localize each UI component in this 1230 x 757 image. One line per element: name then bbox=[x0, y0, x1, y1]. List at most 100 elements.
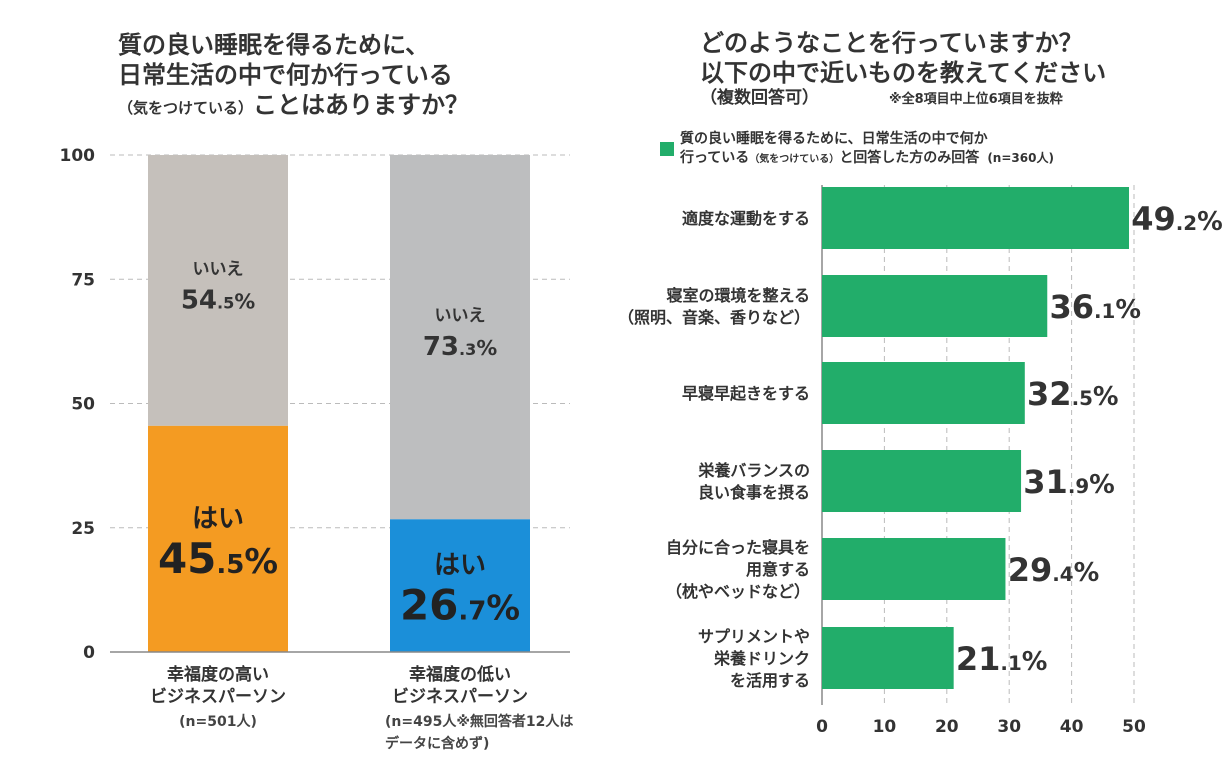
legend-swatch bbox=[660, 142, 674, 156]
value-label-part: .1 bbox=[1000, 652, 1021, 675]
value-label-part: .2 bbox=[1176, 212, 1197, 235]
label-yes: はい bbox=[434, 551, 486, 581]
legend-line2: 行っている（気をつけている）と回答した方のみ回答 (n=360人) bbox=[680, 149, 1054, 168]
bar-yes bbox=[148, 425, 288, 652]
value-label: 32.5% bbox=[1027, 375, 1119, 413]
legend-line2c: と回答した方のみ回答 bbox=[839, 149, 980, 166]
left-title-line3: （気をつけている）ことはありますか？ bbox=[118, 90, 469, 120]
y-tick-label: 25 bbox=[71, 519, 95, 539]
left-title: 質の良い睡眠を得るために、 日常生活の中で何か行っている （気をつけている）こと… bbox=[118, 30, 469, 120]
label-no: いいえ bbox=[435, 306, 486, 326]
label-yes: はい bbox=[192, 504, 244, 534]
x-tick-label: 0 bbox=[816, 717, 828, 737]
x-tick-label: 10 bbox=[873, 717, 897, 737]
bar bbox=[822, 275, 1048, 337]
bar-yes bbox=[390, 519, 530, 652]
legend-line1: 質の良い睡眠を得るために、日常生活の中で何か bbox=[680, 131, 988, 147]
category-label: 早寝早起きをする bbox=[682, 384, 810, 403]
value-label-no-part: % bbox=[476, 336, 497, 360]
category-label: 用意する bbox=[746, 560, 810, 579]
legend-line2a: 行っている bbox=[680, 149, 750, 166]
y-tick-label: 75 bbox=[71, 270, 95, 290]
x-tick-label: 30 bbox=[997, 717, 1021, 737]
value-label-part: % bbox=[1022, 647, 1048, 677]
bar-no bbox=[148, 155, 288, 426]
category-label: 自分に合った寝具を bbox=[666, 538, 810, 557]
value-label: 49.2% bbox=[1131, 200, 1223, 238]
value-label: 36.1% bbox=[1049, 288, 1141, 326]
bar bbox=[822, 538, 1006, 600]
value-label: 21.1% bbox=[956, 640, 1048, 678]
value-label-yes-part: 45 bbox=[158, 534, 216, 583]
value-label-part: % bbox=[1074, 558, 1100, 588]
category-note: (n=501人) bbox=[179, 713, 257, 730]
value-label-part: 49 bbox=[1131, 200, 1176, 238]
category-note: (n=495人※無回答者12人は bbox=[385, 713, 573, 730]
y-tick-label: 0 bbox=[83, 643, 95, 663]
value-label-part: % bbox=[1093, 382, 1119, 412]
category-label: 寝室の環境を整える bbox=[666, 286, 810, 305]
value-label-no: 73.3% bbox=[423, 332, 498, 362]
y-tick-label: 50 bbox=[71, 395, 95, 415]
value-label: 29.4% bbox=[1008, 551, 1100, 589]
bar bbox=[822, 627, 954, 689]
value-label-part: % bbox=[1197, 207, 1223, 237]
value-label-no-part: 73 bbox=[423, 332, 459, 362]
category-label: （枕やベッドなど） bbox=[666, 582, 810, 601]
category-label: 栄養バランスの bbox=[697, 461, 810, 480]
bar bbox=[822, 362, 1025, 424]
category-label: 適度な運動をする bbox=[682, 209, 810, 228]
label-no: いいえ bbox=[193, 259, 244, 279]
value-label-no-part: % bbox=[234, 289, 255, 313]
value-label-no: 54.5% bbox=[181, 285, 256, 315]
left-title-line3a: （気をつけている） bbox=[118, 99, 254, 117]
value-label-yes-part: .5 bbox=[216, 550, 244, 580]
legend-n: (n=360人) bbox=[987, 150, 1054, 165]
right-title: どのようなことを行っていますか？ 以下の中で近いものを教えてください （複数回答… bbox=[700, 28, 1106, 109]
value-label-part: .9 bbox=[1068, 475, 1089, 498]
value-label-part: % bbox=[1089, 470, 1115, 500]
left-title-line2: 日常生活の中で何か行っている bbox=[118, 61, 453, 89]
category-label: を活用する bbox=[730, 671, 810, 690]
bar bbox=[822, 450, 1022, 512]
value-label: 31.9% bbox=[1023, 463, 1115, 501]
x-tick-label: 50 bbox=[1122, 717, 1146, 737]
right-note: ※全8項目中上位6項目を抜粋 bbox=[889, 92, 1063, 107]
category-label: ビジネスパーソン bbox=[150, 687, 286, 707]
value-label-part: .4 bbox=[1052, 563, 1073, 586]
value-label-no-part: .3 bbox=[459, 340, 476, 359]
right-title-line1: どのようなことを行っていますか？ bbox=[700, 29, 1083, 57]
category-label: （照明、音楽、香りなど） bbox=[618, 308, 810, 327]
value-label-part: .5 bbox=[1072, 387, 1093, 410]
category-label: 良い食事を摂る bbox=[698, 483, 810, 502]
value-label-yes: 26.7% bbox=[400, 581, 520, 630]
value-label-yes-part: .7 bbox=[458, 597, 486, 627]
value-label-part: 21 bbox=[956, 640, 1001, 678]
right-title-line2: 以下の中で近いものを教えてください bbox=[700, 59, 1107, 87]
category-label: 栄養ドリンク bbox=[713, 649, 810, 668]
category-label: 幸福度の高い bbox=[167, 664, 269, 685]
value-label-part: 32 bbox=[1027, 375, 1072, 413]
left-title-line3b: ことはありますか？ bbox=[253, 91, 470, 119]
category-label: 幸福度の低い bbox=[409, 664, 511, 685]
right-title-line3: （複数回答可） bbox=[700, 88, 819, 108]
value-label-yes: 45.5% bbox=[158, 534, 278, 583]
category-note: データに含めず) bbox=[385, 735, 489, 752]
x-tick-label: 40 bbox=[1060, 717, 1084, 737]
x-tick-label: 20 bbox=[935, 717, 959, 737]
value-label-part: .1 bbox=[1094, 300, 1115, 323]
y-tick-label: 100 bbox=[60, 146, 96, 166]
category-label: ビジネスパーソン bbox=[392, 687, 528, 707]
value-label-part: % bbox=[1115, 295, 1141, 325]
value-label-no-part: .5 bbox=[217, 293, 234, 312]
legend-line2b: （気をつけている） bbox=[749, 153, 840, 165]
bar-no bbox=[390, 155, 530, 520]
legend: 質の良い睡眠を得るために、日常生活の中で何か 行っている（気をつけている）と回答… bbox=[660, 130, 1054, 168]
value-label-yes-part: 26 bbox=[400, 581, 458, 630]
value-label-part: 31 bbox=[1023, 463, 1068, 501]
left-chart: 0255075100いいえ54.5%はい45.5%幸福度の高いビジネスパーソン(… bbox=[60, 146, 574, 752]
value-label-yes-part: % bbox=[244, 542, 278, 581]
value-label-yes-part: % bbox=[486, 589, 520, 628]
